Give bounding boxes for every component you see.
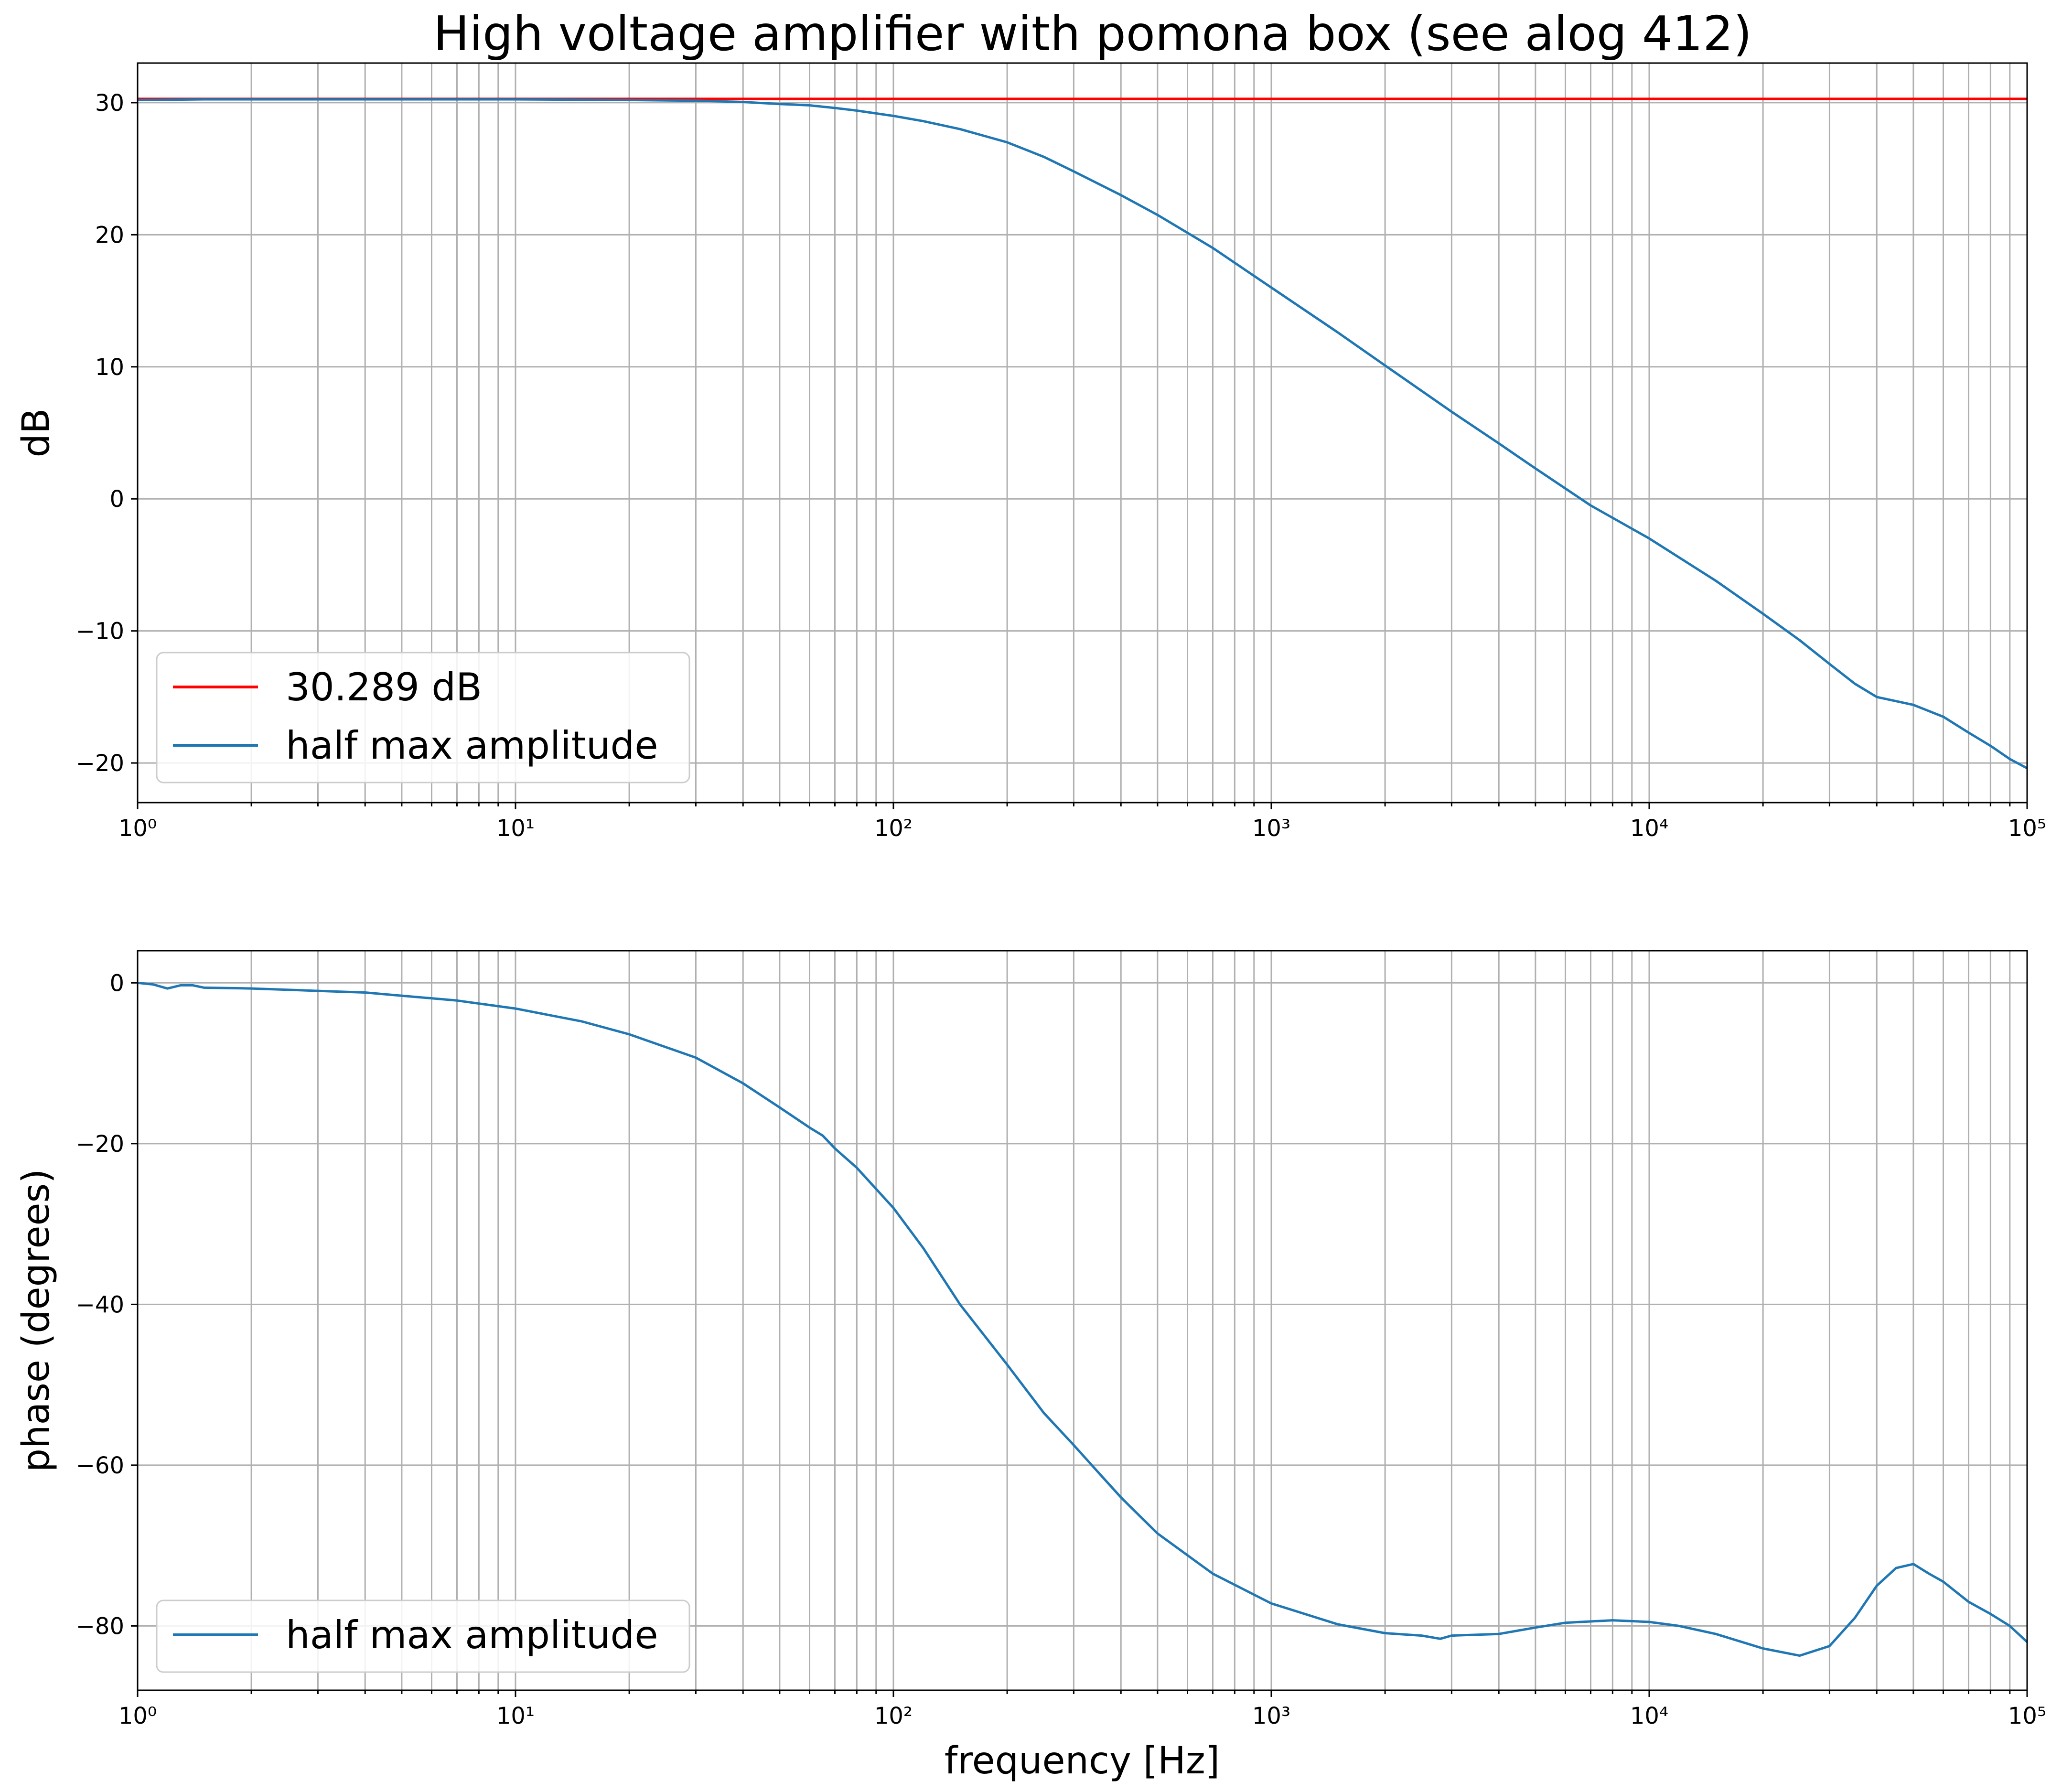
x-tick-label: 10⁰ (118, 815, 157, 842)
x-axis-label: frequency [Hz] (945, 1739, 1220, 1782)
magnitude-axes-frame (137, 62, 2028, 804)
x-tick-label: 10⁴ (1630, 815, 1668, 842)
y-tick-label: −20 (76, 750, 124, 777)
magnitude-panel: 10⁰ 10¹ 10² 10³ 10⁴ 10⁵ −20 −10 0 10 20 30 dB 30.2… (15, 62, 2046, 842)
phase-x-ticks: 10⁰ 10¹ 10² 10³ 10⁴ 10⁵ (118, 1690, 2046, 1729)
magnitude-legend: 30.289 dB half max amplitude (156, 652, 690, 783)
x-tick-label: 10³ (1252, 815, 1290, 842)
y-tick-label: 30 (95, 90, 124, 117)
phase-y-ticks: −80 −60 −40 −20 0 (76, 970, 138, 1640)
y-tick-label: −60 (76, 1452, 124, 1479)
y-tick-label: −80 (76, 1613, 124, 1640)
x-tick-label: 10⁵ (2008, 1703, 2046, 1729)
x-tick-label: 10² (874, 815, 913, 842)
x-tick-label: 10¹ (496, 1703, 535, 1729)
magnitude-y-ticks: −20 −10 0 10 20 30 (76, 90, 138, 777)
phase-y-axis-label: phase (degrees) (15, 1169, 58, 1472)
y-tick-label: 10 (95, 354, 124, 381)
phase-legend: half max amplitude (156, 1599, 690, 1673)
series-line-half-max-amplitude (137, 981, 2028, 1657)
x-tick-label: 10⁵ (2008, 815, 2046, 842)
series-line-half-max-amplitude (137, 98, 2028, 770)
x-tick-label: 10⁰ (118, 1703, 157, 1729)
y-tick-label: 0 (109, 970, 124, 997)
x-tick-label: 10⁴ (1630, 1703, 1668, 1729)
magnitude-legend-label-reference: 30.289 dB (286, 665, 482, 709)
phase-grid (137, 951, 2027, 1690)
phase-series (137, 981, 2028, 1657)
phase-legend-box (156, 1599, 690, 1673)
chart-title: High voltage amplifier with pomona box (… (433, 6, 1752, 62)
x-tick-label: 10³ (1252, 1703, 1290, 1729)
y-tick-label: −40 (76, 1291, 124, 1318)
y-tick-label: −10 (76, 618, 124, 645)
y-tick-label: 20 (95, 222, 124, 248)
phase-legend-label-half-max: half max amplitude (286, 1613, 658, 1657)
magnitude-series (137, 97, 2028, 770)
phase-axes-frame (137, 950, 2028, 1691)
phase-panel: 10⁰ 10¹ 10² 10³ 10⁴ 10⁵ −80 −60 −40 −20 0 phase (… (15, 950, 2046, 1782)
y-tick-label: −20 (76, 1131, 124, 1158)
y-tick-label: 0 (109, 486, 124, 513)
magnitude-y-axis-label: dB (15, 408, 58, 457)
x-tick-label: 10² (874, 1703, 913, 1729)
magnitude-legend-label-half-max: half max amplitude (286, 723, 658, 768)
magnitude-legend-box (156, 652, 690, 783)
x-tick-label: 10¹ (496, 815, 535, 842)
magnitude-x-ticks: 10⁰ 10¹ 10² 10³ 10⁴ 10⁵ (118, 803, 2046, 842)
magnitude-grid (137, 63, 2027, 803)
